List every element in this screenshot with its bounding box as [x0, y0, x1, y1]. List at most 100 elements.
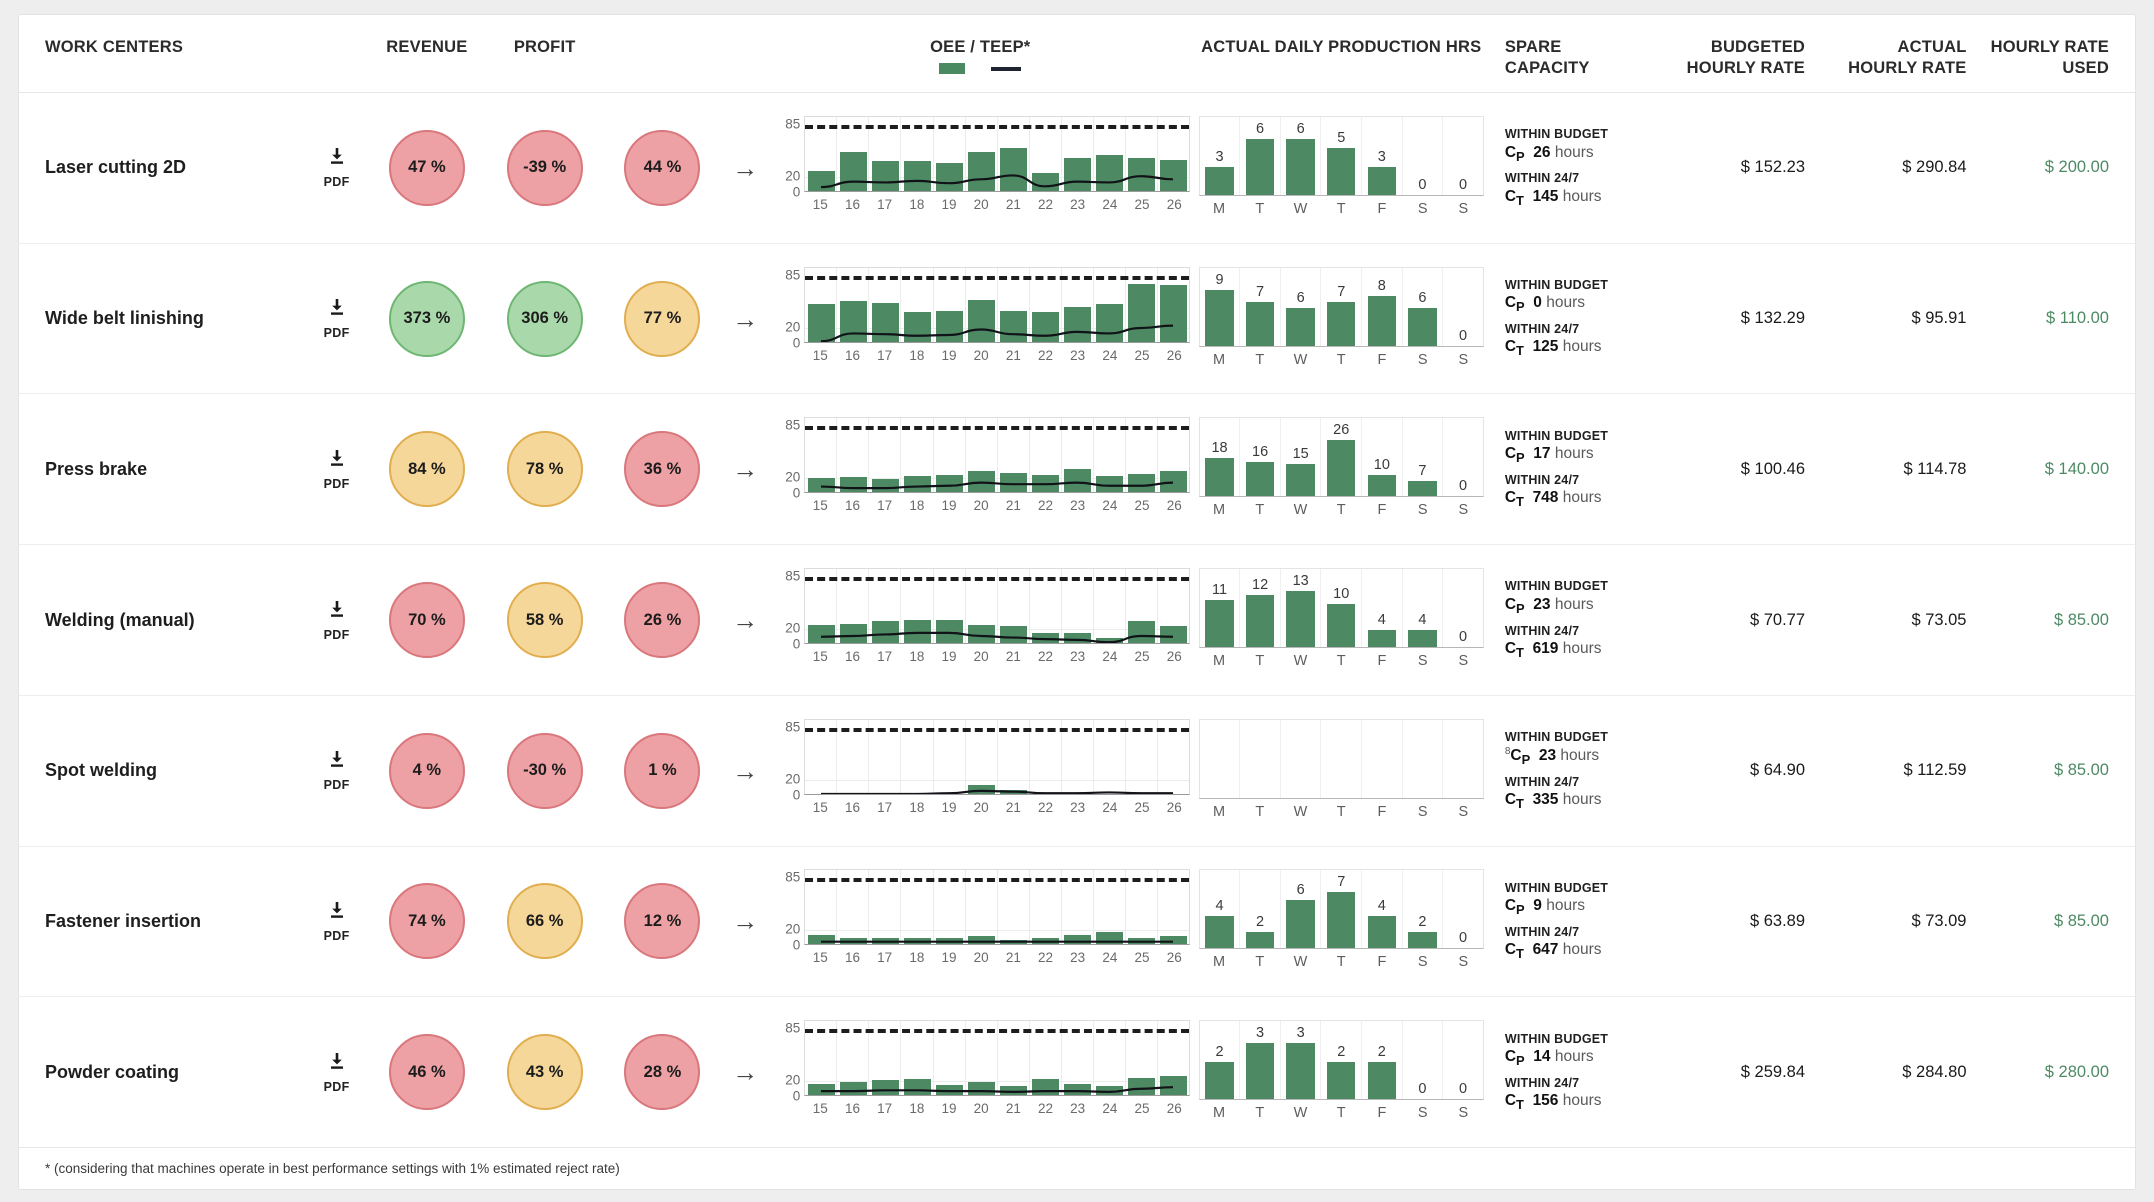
pdf-download-cell[interactable]: PDF	[305, 599, 368, 642]
pdf-download-icon[interactable]	[326, 749, 348, 776]
work-center-name-cell: Press brake	[19, 459, 305, 480]
pdf-download-icon[interactable]	[326, 448, 348, 475]
oee-bar	[839, 623, 867, 644]
table-row[interactable]: Wide belt linishing PDF 373 % 306 % 77 %…	[19, 244, 2135, 395]
day-bar	[1408, 481, 1437, 497]
pdf-download-cell[interactable]: PDF	[305, 1051, 368, 1094]
budgeted-rate-line2: HOURLY RATE	[1686, 59, 1806, 78]
day-xtick: M	[1213, 954, 1226, 971]
oee-xtick: 22	[1038, 196, 1054, 212]
oee-y-axis: 85 20 0	[770, 719, 804, 802]
oee-teep-label: OEE / TEEP*	[930, 38, 1031, 56]
day-bar	[1286, 464, 1315, 497]
oee-xtick: 23	[1070, 347, 1086, 363]
oee-xtick: 20	[973, 799, 989, 815]
day-column: 10	[1362, 418, 1403, 497]
pdf-download-cell[interactable]: PDF	[305, 749, 368, 792]
profit-badge: -39 %	[506, 129, 583, 206]
ct-value: CT 647 hours	[1504, 941, 1602, 962]
day-xtick: T	[1336, 200, 1346, 217]
oee-target-line	[805, 275, 1190, 280]
oee-xtick: 24	[1102, 498, 1118, 514]
oee-bar	[999, 1085, 1027, 1096]
ct-value: CT 619 hours	[1504, 639, 1602, 660]
oee-cell: 28 %	[604, 1034, 722, 1111]
table-row[interactable]: Welding (manual) PDF 70 % 58 % 26 % → 85…	[19, 545, 2135, 696]
oee-bar	[935, 474, 963, 493]
table-row[interactable]: Press brake PDF 84 % 78 % 36 % → 85 20 0	[19, 394, 2135, 546]
oee-chart-cell: 85 20 0 15 16 17 18 19 20 21 22 23 24 25 26	[769, 115, 1192, 220]
work-center-name: Wide belt linishing	[45, 308, 204, 329]
oee-target-line	[805, 727, 1190, 732]
profit-badge: 78 %	[506, 431, 583, 508]
day-bar	[1367, 166, 1397, 195]
pdf-download-cell[interactable]: PDF	[305, 146, 368, 189]
oee-bar	[935, 162, 963, 191]
profit-cell: 58 %	[486, 582, 604, 659]
actual-rate-cell: $ 290.84	[1805, 158, 1966, 177]
spare-capacity-line2: CAPACITY	[1504, 59, 1590, 78]
budgeted-rate-value: $ 152.23	[1740, 158, 1806, 177]
day-column: 6	[1281, 267, 1322, 346]
used-rate-value: $ 200.00	[2044, 158, 2109, 177]
day-column: 4	[1200, 870, 1241, 949]
column-header-actual-rate: ACTUAL HOURLY RATE	[1805, 37, 1966, 79]
pdf-download-cell[interactable]: PDF	[305, 297, 368, 340]
day-value-label: 10	[1373, 456, 1390, 473]
oee-bar	[967, 625, 995, 644]
day-bar	[1327, 603, 1356, 648]
day-bar	[1327, 892, 1356, 949]
day-column: 26	[1321, 418, 1363, 497]
pdf-download-cell[interactable]: PDF	[305, 900, 368, 943]
oee-plot-area	[804, 718, 1191, 795]
oee-xtick: 15	[812, 1101, 828, 1117]
profit-badge: 66 %	[506, 883, 583, 960]
day-xtick: T	[1255, 502, 1265, 519]
pdf-download-icon[interactable]	[326, 900, 348, 927]
oee-ytick: 0	[792, 787, 801, 803]
table-row[interactable]: Fastener insertion PDF 74 % 66 % 12 % → …	[19, 847, 2135, 998]
pdf-download-icon[interactable]	[326, 297, 348, 324]
day-xtick: W	[1293, 351, 1308, 368]
pdf-download-icon[interactable]	[326, 599, 348, 626]
pdf-download-icon[interactable]	[326, 1051, 348, 1078]
revenue-badge: 47 %	[388, 129, 465, 206]
oee-teep-chart: 85 20 0 15 16 17 18 19 20 21 22 23 24 25 26	[770, 1020, 1191, 1124]
oee-xtick: 19	[941, 950, 957, 966]
oee-cell: 26 %	[604, 582, 722, 659]
oee-xtick: 21	[1005, 649, 1021, 665]
pdf-download-icon[interactable]	[326, 146, 348, 173]
oee-xtick: 25	[1134, 498, 1150, 514]
pdf-download-cell[interactable]: PDF	[305, 448, 368, 491]
oee-bar	[999, 148, 1027, 191]
spare-capacity-cell: WITHIN BUDGET CP 14 hours WITHIN 24/7 CT…	[1491, 1032, 1644, 1113]
daily-chart-cell: 18 16 15 26 10 7 0 M T W T F S S	[1192, 417, 1491, 521]
oee-target-line	[805, 878, 1190, 883]
oee-badge: 1 %	[624, 732, 701, 809]
table-row[interactable]: Spot welding PDF 4 % -30 % 1 % → 85 20 0	[19, 696, 2135, 847]
oee-ytick: 20	[785, 921, 801, 937]
oee-xtick: 22	[1038, 649, 1054, 665]
legend-oee-bar-swatch	[939, 63, 966, 75]
actual-rate-value: $ 95.91	[1911, 309, 1967, 328]
oee-bar	[1063, 158, 1091, 191]
day-value-label: 4	[1377, 611, 1386, 628]
within-budget-label: WITHIN BUDGET	[1504, 579, 1609, 594]
day-xtick: T	[1336, 803, 1346, 820]
day-bar	[1327, 440, 1356, 497]
oee-ytick: 0	[792, 335, 801, 351]
day-bar	[1245, 1043, 1275, 1100]
oee-cell: 77 %	[604, 280, 722, 357]
oee-ytick: 85	[785, 116, 801, 132]
day-bar	[1408, 932, 1437, 949]
daily-chart-cell: 11 12 13 10 4 4 0 M T W T F S S	[1192, 568, 1491, 672]
table-row[interactable]: Powder coating PDF 46 % 43 % 28 % → 85 20…	[19, 997, 2135, 1147]
table-row[interactable]: Laser cutting 2D PDF 47 % -39 % 44 % → 8…	[19, 93, 2135, 244]
day-bar	[1286, 1043, 1315, 1100]
day-xtick: W	[1293, 502, 1308, 519]
revenue-badge: 4 %	[388, 732, 465, 809]
